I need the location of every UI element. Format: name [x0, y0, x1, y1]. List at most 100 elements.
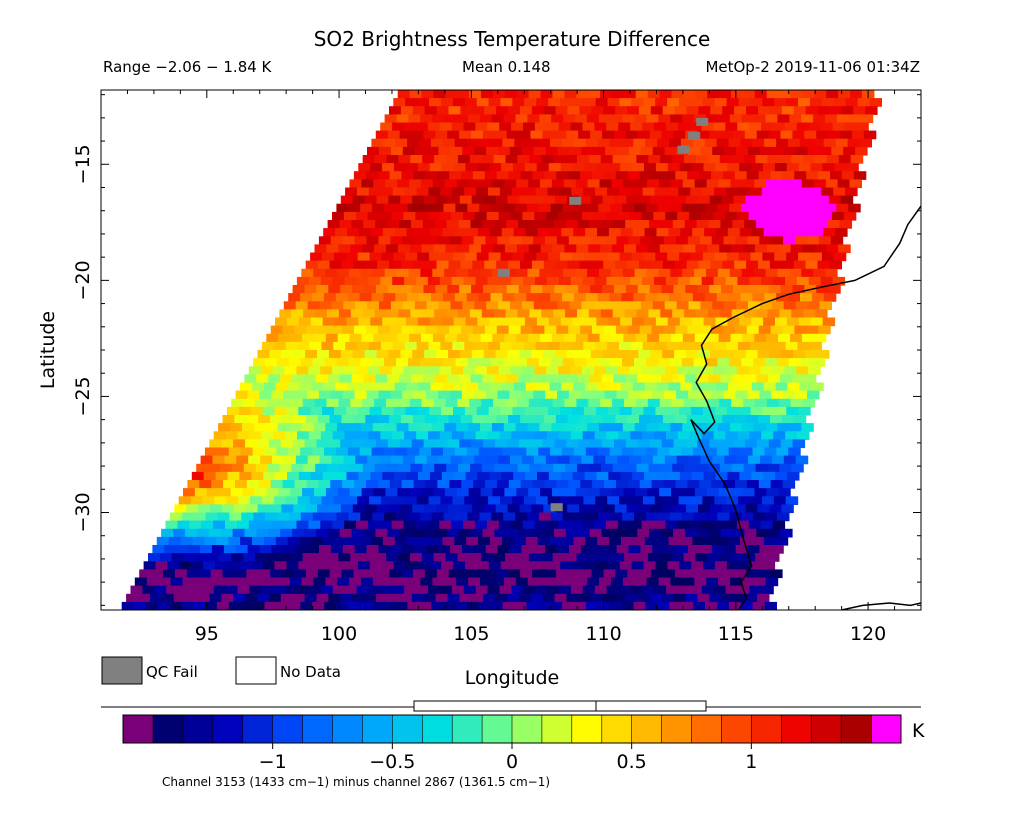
heatmap-cell	[446, 155, 459, 164]
heatmap-cell	[233, 593, 246, 603]
heatmap-cell	[576, 553, 589, 562]
heatmap-cell	[768, 220, 781, 229]
heatmap-cell	[524, 406, 537, 416]
heatmap-cell	[249, 431, 262, 440]
heatmap-cell	[796, 122, 810, 132]
heatmap-cell	[727, 163, 740, 172]
heatmap-cell	[577, 220, 591, 229]
heatmap-cell	[278, 553, 292, 562]
heatmap-cell	[638, 504, 651, 514]
heatmap-cell	[566, 130, 579, 140]
heatmap-cell	[462, 455, 475, 465]
y-tick-label: −25	[72, 376, 94, 416]
heatmap-cell	[615, 569, 628, 579]
heatmap-cell	[810, 252, 823, 262]
heatmap-cell	[713, 585, 727, 595]
heatmap-cell	[374, 553, 387, 562]
heatmap-cell	[367, 366, 381, 375]
heatmap-cell	[651, 480, 665, 489]
heatmap-cell	[832, 276, 846, 286]
heatmap-cell	[516, 244, 530, 254]
heatmap-cell	[471, 350, 485, 359]
heatmap-cell	[383, 447, 396, 457]
heatmap-cell	[519, 106, 533, 115]
heatmap-cell	[302, 398, 316, 408]
heatmap-cell	[284, 366, 297, 375]
heatmap-cell	[500, 406, 514, 416]
heatmap-cell	[416, 585, 429, 595]
heatmap-cell	[451, 366, 464, 375]
heatmap-cell	[290, 553, 304, 562]
heatmap-cell	[504, 244, 518, 254]
heatmap-cell	[654, 276, 667, 286]
heatmap-cell	[711, 480, 724, 489]
heatmap-cell	[715, 471, 728, 481]
heatmap-cell	[721, 593, 734, 603]
heatmap-cell	[763, 382, 777, 392]
heatmap-cell	[754, 333, 767, 343]
heatmap-cell	[844, 122, 857, 132]
heatmap-cell	[600, 155, 614, 164]
heatmap-cell	[384, 423, 398, 432]
heatmap-cell	[594, 585, 608, 595]
heatmap-cell	[362, 309, 376, 319]
heatmap-cell	[742, 488, 755, 497]
heatmap-cell	[676, 236, 689, 245]
heatmap-cell	[335, 293, 349, 302]
heatmap-cell	[570, 276, 584, 286]
heatmap-cell	[559, 341, 572, 351]
heatmap-cell	[636, 463, 650, 473]
heatmap-cell	[620, 163, 633, 172]
heatmap-cell	[143, 561, 157, 570]
heatmap-cell	[602, 593, 615, 603]
heatmap-cell	[494, 220, 507, 229]
heatmap-cell	[260, 366, 274, 375]
heatmap-cell	[563, 268, 576, 278]
heatmap-cell	[674, 106, 688, 115]
heatmap-cell	[357, 406, 371, 416]
heatmap-cell	[719, 244, 732, 254]
heatmap-cell	[308, 520, 321, 530]
heatmap-cell	[230, 577, 243, 587]
heatmap-cell	[458, 528, 472, 538]
heatmap-cell	[538, 358, 552, 367]
heatmap-cell	[715, 561, 728, 570]
heatmap-cell	[771, 236, 784, 245]
heatmap-cell	[427, 122, 441, 132]
heatmap-cell	[481, 309, 495, 319]
heatmap-cell	[464, 187, 477, 197]
colorbar-caption: Channel 3153 (1433 cm−1) minus channel 2…	[162, 775, 550, 789]
heatmap-cell	[340, 195, 354, 205]
heatmap-cell	[339, 374, 353, 384]
heatmap-cell	[385, 244, 399, 254]
heatmap-cell	[673, 285, 686, 294]
heatmap-cell	[649, 130, 663, 140]
heatmap-cell	[485, 236, 498, 245]
heatmap-cell	[481, 90, 494, 99]
heatmap-cell	[430, 536, 443, 546]
heatmap-cell	[603, 569, 616, 579]
heatmap-cell	[509, 390, 522, 400]
heatmap-cell	[680, 382, 693, 392]
heatmap-cell	[282, 569, 295, 579]
heatmap-cell	[630, 122, 643, 132]
heatmap-cell	[487, 276, 500, 286]
heatmap-cell	[815, 155, 828, 164]
heatmap-cell	[626, 593, 639, 603]
heatmap-cell	[774, 163, 788, 172]
heatmap-cell	[472, 415, 485, 424]
heatmap-cell	[134, 577, 148, 587]
heatmap-cell	[579, 260, 592, 270]
heatmap-cell	[686, 504, 699, 514]
heatmap-cell	[629, 366, 643, 375]
legend-swatch-qc-fail	[101, 656, 143, 685]
heatmap-cell	[324, 358, 338, 367]
heatmap-cell	[640, 390, 653, 400]
heatmap-cell	[741, 114, 755, 124]
heatmap-cell	[573, 382, 586, 392]
heatmap-cell	[783, 236, 796, 245]
heatmap-cell	[614, 439, 627, 449]
heatmap-cell	[758, 569, 771, 579]
heatmap-cell	[673, 439, 687, 449]
heatmap-cell	[653, 211, 666, 221]
